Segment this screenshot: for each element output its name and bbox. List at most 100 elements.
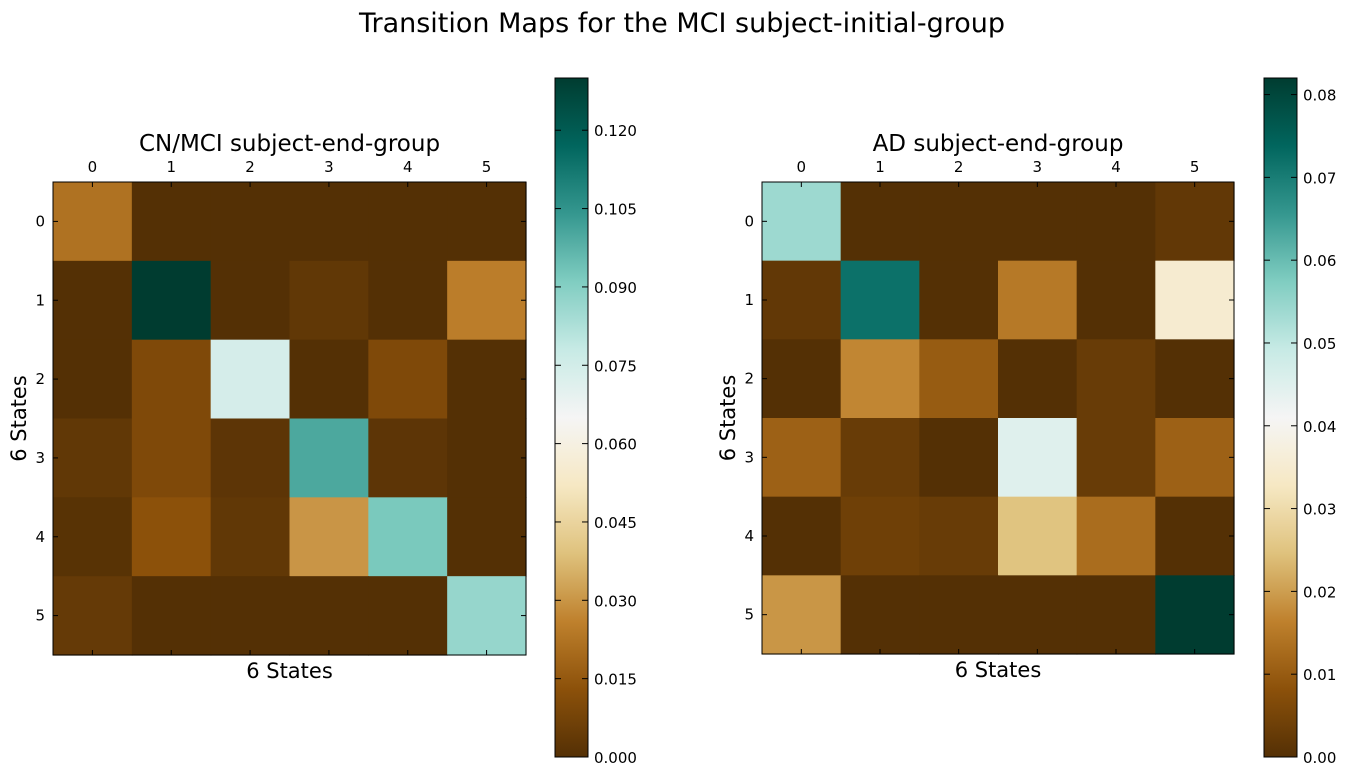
heatmap-cell-r3-c0 bbox=[762, 418, 842, 498]
x-tick-label: 5 bbox=[482, 158, 492, 176]
heatmap-cell-r3-c4 bbox=[368, 418, 448, 498]
x-tick-label: 3 bbox=[324, 158, 334, 176]
x-tick-label: 4 bbox=[403, 158, 413, 176]
heatmap-cell-r3-c2 bbox=[919, 418, 999, 498]
heatmap-cell-r0-c3 bbox=[289, 182, 369, 262]
heatmap-cell-r0-c0 bbox=[762, 182, 842, 262]
colorbar-tick-label: 0.060 bbox=[594, 436, 637, 454]
colorbar bbox=[1263, 77, 1298, 758]
heatmap-cell-r1-c5 bbox=[1155, 260, 1235, 340]
heatmap-cell-r3-c5 bbox=[447, 418, 527, 498]
heatmap-cell-r1-c4 bbox=[1076, 260, 1156, 340]
heatmap-cell-r1-c3 bbox=[289, 260, 369, 341]
heatmap-cell-r4-c0 bbox=[53, 497, 133, 577]
y-axis-label: 6 States bbox=[7, 375, 31, 462]
colorbar-tick-label: 0.06 bbox=[1303, 252, 1336, 270]
x-tick-label: 2 bbox=[954, 158, 964, 176]
heatmap-cell-r5-c2 bbox=[210, 576, 291, 656]
heatmap-cell-r0-c5 bbox=[1155, 182, 1235, 262]
y-tick-label: 1 bbox=[35, 291, 45, 309]
heatmap-cell-r1-c3 bbox=[998, 260, 1078, 340]
heatmap-cell-r3-c0 bbox=[53, 418, 133, 498]
colorbar-tick-label: 0.075 bbox=[594, 357, 637, 375]
heatmap-cell-r3-c1 bbox=[131, 418, 212, 498]
heatmap-cell-r3-c3 bbox=[289, 418, 369, 498]
x-tick-label: 4 bbox=[1111, 158, 1121, 176]
colorbar-tick-label: 0.000 bbox=[594, 749, 637, 767]
heatmap-cell-r0-c5 bbox=[447, 182, 527, 262]
y-tick-label: 5 bbox=[744, 606, 754, 624]
colorbar bbox=[554, 77, 589, 758]
colorbar-tick-label: 0.08 bbox=[1303, 87, 1336, 105]
y-tick-label: 5 bbox=[35, 607, 45, 625]
heatmap-cell-r5-c4 bbox=[1076, 575, 1156, 655]
heatmap-cell-r2-c4 bbox=[1076, 339, 1156, 419]
heatmap-cell-r4-c1 bbox=[840, 496, 920, 576]
heatmap-frame bbox=[761, 181, 1235, 655]
heatmap-cell-r5-c3 bbox=[289, 576, 369, 656]
colorbar-tick-label: 0.015 bbox=[594, 671, 637, 689]
heatmap-cell-r4-c4 bbox=[1076, 496, 1156, 576]
heatmap-cell-r5-c5 bbox=[1155, 575, 1235, 655]
heatmap-cell-r3-c3 bbox=[998, 418, 1078, 498]
x-tick-label: 1 bbox=[875, 158, 885, 176]
heatmap-cell-r1-c2 bbox=[919, 260, 999, 340]
y-tick-label: 4 bbox=[744, 527, 754, 545]
heatmap-cell-r1-c0 bbox=[762, 260, 842, 340]
y-tick-label: 1 bbox=[744, 291, 754, 309]
heatmap-cell-r0-c3 bbox=[998, 182, 1078, 262]
colorbar-tick-label: 0.07 bbox=[1303, 169, 1336, 187]
colorbar-tick-label: 0.02 bbox=[1303, 583, 1336, 601]
heatmap-panel-right: AD subject-end-group 0 1 2 3 4 5 0 1 2 3 4 5 6 States… bbox=[716, 77, 1336, 767]
heatmap-cell-r4-c5 bbox=[447, 497, 527, 577]
x-tick-label: 0 bbox=[797, 158, 807, 176]
heatmap-cell-r2-c4 bbox=[368, 339, 448, 420]
heatmap-cell-r4-c5 bbox=[1155, 496, 1235, 576]
colorbar-tick-label: 0.030 bbox=[594, 592, 637, 610]
y-tick-label: 2 bbox=[35, 370, 45, 388]
colorbar-tick-label: 0.045 bbox=[594, 514, 637, 532]
y-tick-label: 0 bbox=[35, 212, 45, 230]
heatmap-cell-r2-c2 bbox=[919, 339, 999, 419]
figure-suptitle: Transition Maps for the MCI subject-init… bbox=[358, 8, 1005, 39]
colorbar-tick-label: 0.00 bbox=[1303, 749, 1336, 767]
heatmap-cell-r1-c1 bbox=[131, 260, 212, 341]
heatmap-cell-r5-c3 bbox=[998, 575, 1078, 655]
heatmap-cell-r4-c4 bbox=[368, 497, 448, 577]
heatmap-cell-r0-c1 bbox=[840, 182, 920, 262]
x-axis-label: 6 States bbox=[246, 659, 333, 683]
heatmap-cell-r3-c4 bbox=[1076, 418, 1156, 498]
y-tick-label: 3 bbox=[35, 449, 45, 467]
heatmap-cell-r5-c0 bbox=[53, 576, 133, 656]
heatmap-cell-r3-c5 bbox=[1155, 418, 1235, 498]
y-axis-label: 6 States bbox=[716, 375, 740, 462]
y-tick-label: 4 bbox=[35, 528, 45, 546]
heatmap-cell-r0-c4 bbox=[1076, 182, 1156, 262]
colorbar-tick-label: 0.03 bbox=[1303, 501, 1336, 519]
heatmap-cell-r2-c0 bbox=[53, 339, 133, 420]
heatmap-cell-r5-c0 bbox=[762, 575, 842, 655]
heatmap-cell-r3-c2 bbox=[210, 418, 291, 498]
heatmap-panel-left: CN/MCI subject-end-group 0 1 2 3 4 5 0 1 2 3 4 5 6 St… bbox=[7, 77, 637, 767]
colorbar-tick-label: 0.05 bbox=[1303, 335, 1336, 353]
heatmap-cell-r1-c0 bbox=[53, 260, 133, 341]
colorbar-tick-label: 0.090 bbox=[594, 279, 637, 297]
heatmap-title: CN/MCI subject-end-group bbox=[139, 131, 440, 157]
heatmap-cell-r1-c1 bbox=[840, 260, 920, 340]
heatmap-cell-r0-c0 bbox=[53, 182, 133, 262]
heatmap-cell-r4-c3 bbox=[289, 497, 369, 577]
heatmap-cell-r0-c2 bbox=[919, 182, 999, 262]
heatmap-cell-r0-c1 bbox=[131, 182, 212, 262]
heatmap-cell-r2-c1 bbox=[131, 339, 212, 420]
heatmap-cell-r5-c1 bbox=[131, 576, 212, 656]
heatmap-frame bbox=[52, 181, 527, 656]
heatmap-cell-r1-c2 bbox=[210, 260, 291, 341]
heatmap-cell-r5-c2 bbox=[919, 575, 999, 655]
heatmap-cell-r2-c1 bbox=[840, 339, 920, 419]
x-tick-label: 1 bbox=[166, 158, 176, 176]
heatmap-cell-r2-c5 bbox=[1155, 339, 1235, 419]
heatmap-cell-r2-c3 bbox=[998, 339, 1078, 419]
heatmap-cell-r0-c4 bbox=[368, 182, 448, 262]
x-tick-label: 3 bbox=[1033, 158, 1043, 176]
heatmap-cell-r1-c5 bbox=[447, 260, 527, 341]
